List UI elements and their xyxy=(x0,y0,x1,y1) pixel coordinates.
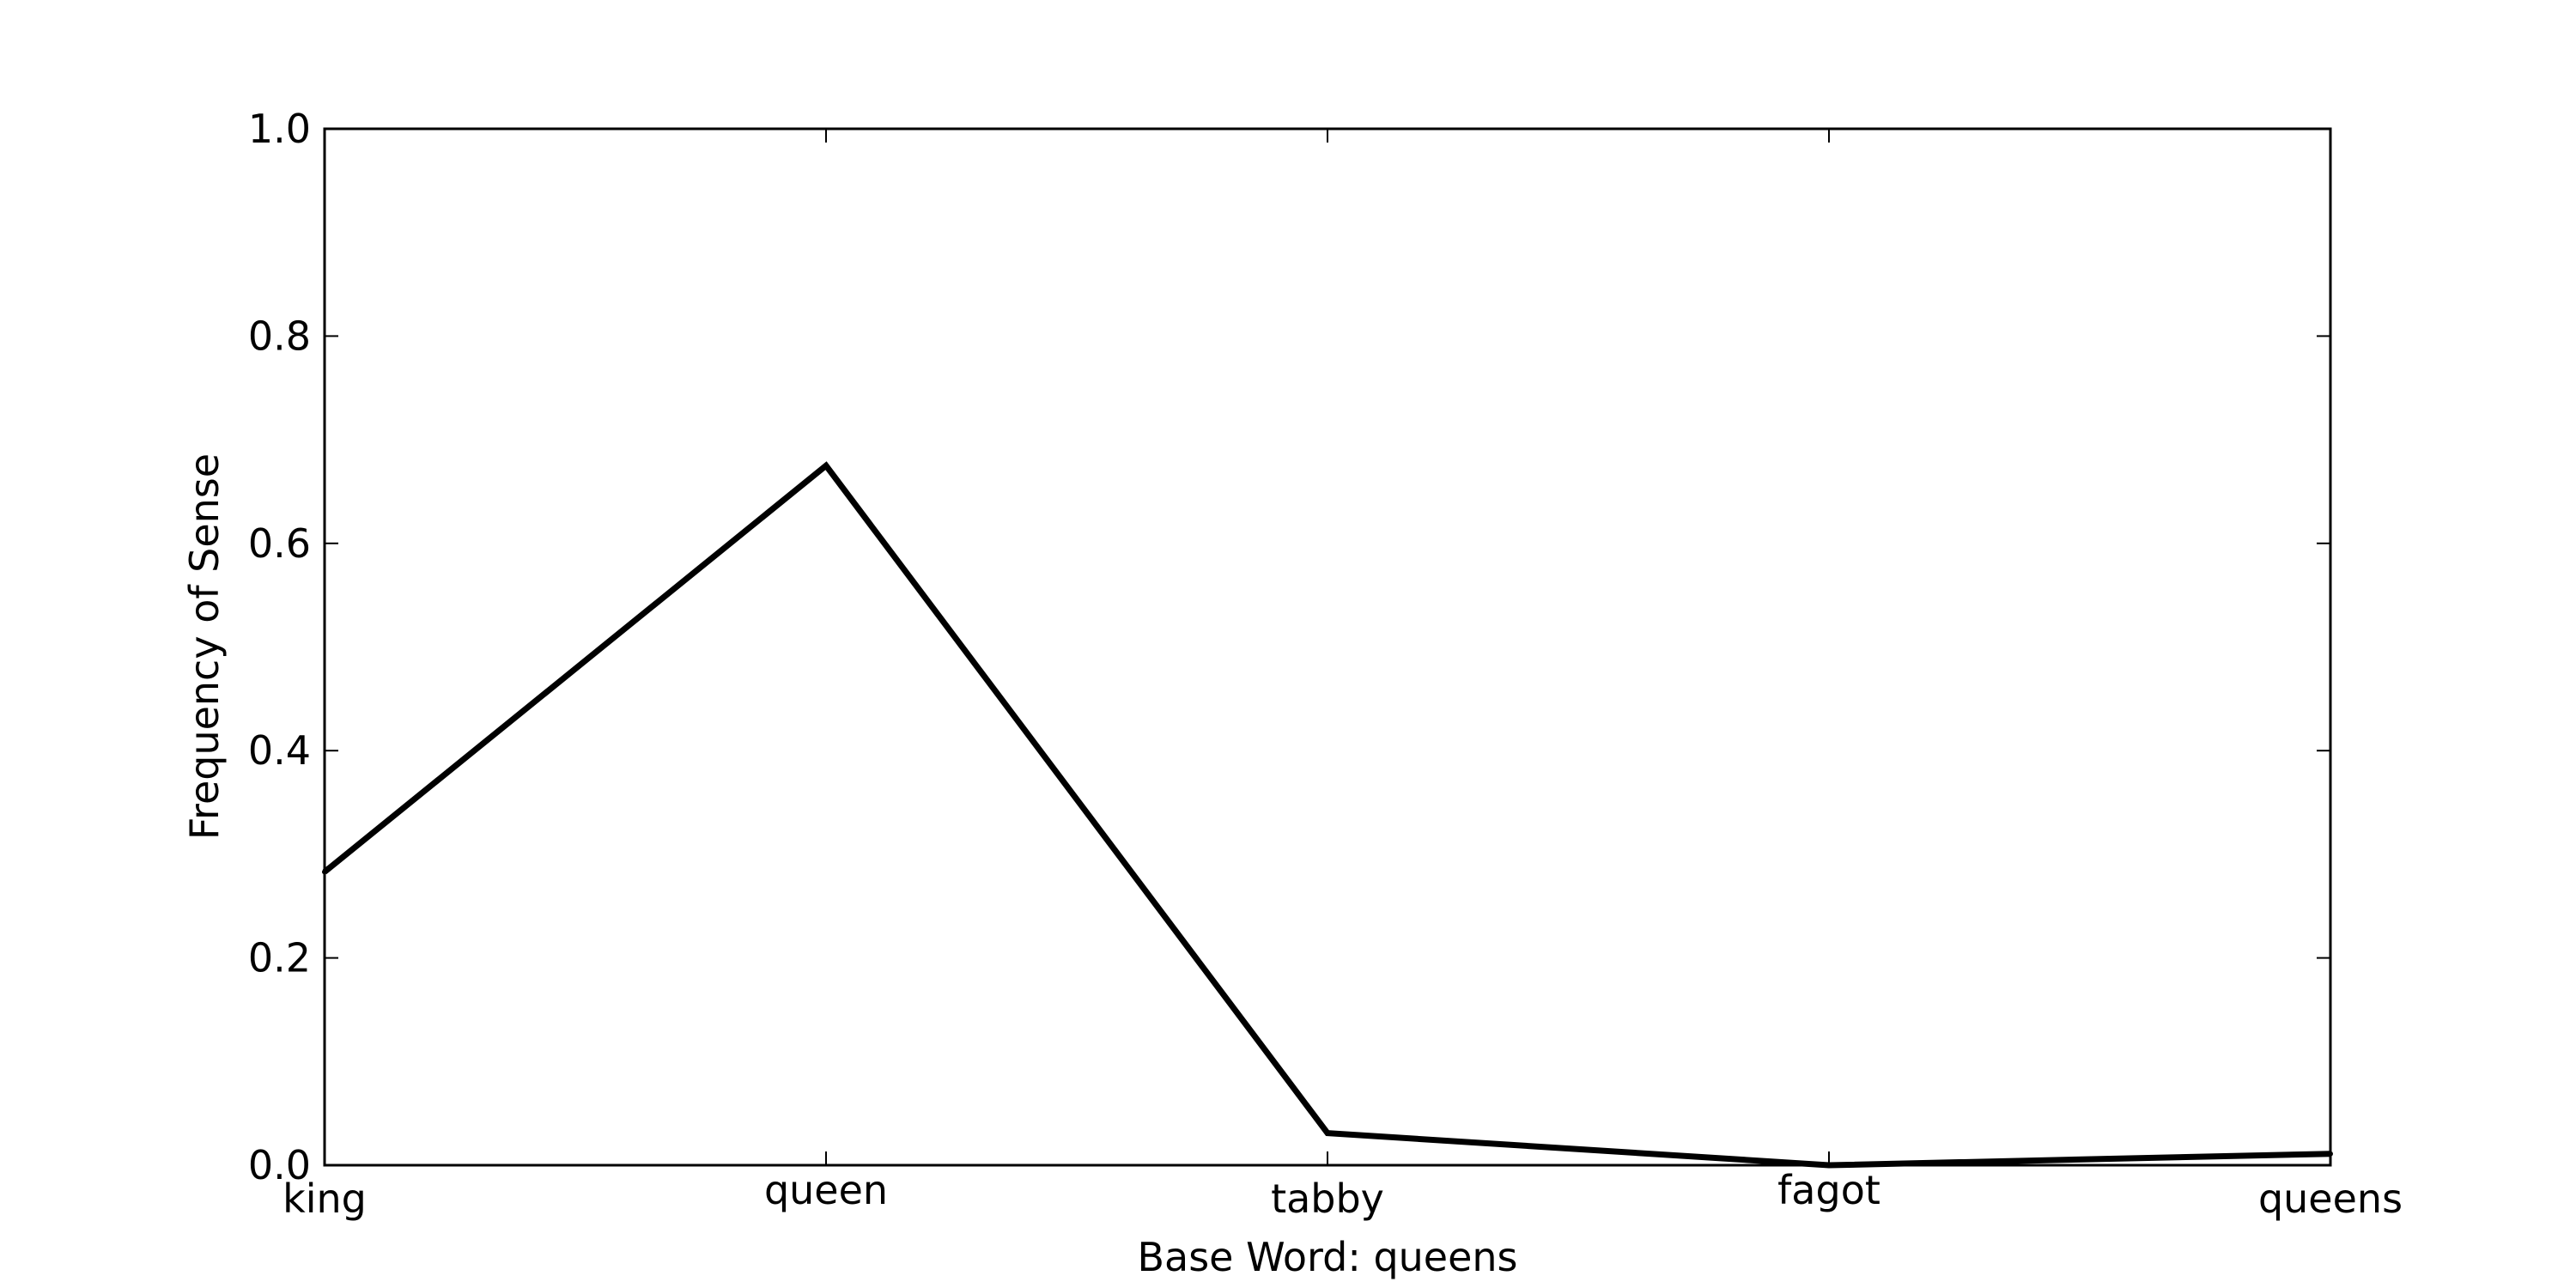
plot-area xyxy=(325,129,2330,1165)
y-tick-label: 0.2 xyxy=(248,935,311,981)
y-axis: 0.0 0.2 0.4 0.6 0.8 1.0 xyxy=(248,106,2330,1188)
y-tick-label: 0.6 xyxy=(248,520,311,567)
y-tick-label: 0.0 xyxy=(248,1142,311,1188)
x-axis: king queen tabby fagot queens xyxy=(283,129,2403,1222)
y-tick-label: 0.4 xyxy=(248,727,311,774)
x-tick-label: queen xyxy=(764,1167,888,1213)
data-point xyxy=(1325,1130,1330,1136)
x-axis-title: Base Word: queens xyxy=(1137,1234,1517,1280)
data-point xyxy=(823,463,829,469)
x-tick-label: fagot xyxy=(1777,1167,1880,1213)
y-tick-label: 1.0 xyxy=(248,106,311,152)
y-axis-title: Frequency of Sense xyxy=(181,453,228,840)
x-tick-label: queens xyxy=(2258,1176,2403,1222)
plot-frame xyxy=(323,127,2332,1167)
y-tick-label: 0.8 xyxy=(248,313,311,359)
x-tick-label: king xyxy=(283,1176,367,1222)
x-tick-label: tabby xyxy=(1271,1176,1384,1222)
